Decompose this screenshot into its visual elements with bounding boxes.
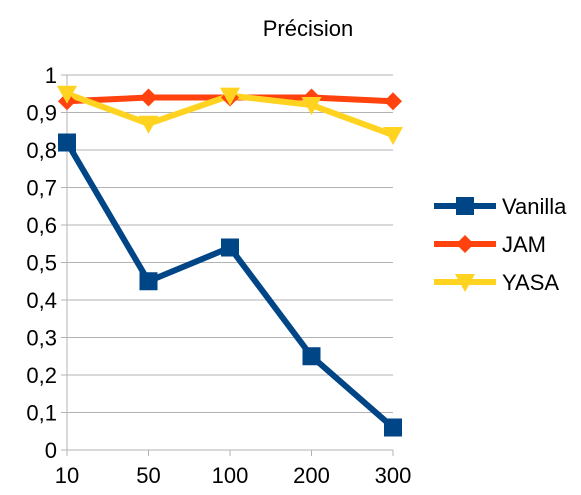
x-tick-label: 300 xyxy=(375,463,412,488)
data-point-yasa xyxy=(301,97,322,115)
y-tick-label: 0 xyxy=(45,438,57,463)
data-point-yasa xyxy=(220,87,240,106)
data-point-vanilla xyxy=(302,347,321,366)
y-tick-label: 0,1 xyxy=(26,401,57,426)
x-tick-label: 50 xyxy=(136,463,160,488)
y-tick-label: 1 xyxy=(45,63,57,88)
data-point-yasa xyxy=(138,115,159,134)
y-tick-label: 0,6 xyxy=(26,213,57,238)
x-tick-labels: 10 50 100 200 300 xyxy=(55,463,412,488)
y-tick-label: 0,4 xyxy=(26,288,57,313)
y-tick-label: 0,3 xyxy=(26,326,57,351)
data-point-yasa xyxy=(383,127,403,145)
legend-label-yasa: YASA xyxy=(502,270,559,295)
series-lines xyxy=(64,90,395,430)
x-tick-label: 100 xyxy=(212,463,249,488)
y-tick-label: 0,5 xyxy=(26,251,57,276)
y-tick-label: 0,7 xyxy=(26,176,57,201)
y-tick-label: 0,8 xyxy=(26,138,57,163)
series-line-vanilla xyxy=(64,140,395,430)
data-point-yasa xyxy=(57,85,77,104)
y-tick-label: 0,9 xyxy=(26,101,57,126)
data-point-jam xyxy=(384,92,402,111)
data-point-jam xyxy=(139,88,158,107)
legend-label-vanilla: Vanilla xyxy=(502,194,567,219)
legend-marker-vanilla xyxy=(456,197,474,215)
series-markers xyxy=(57,85,403,437)
data-point-vanilla xyxy=(139,272,158,291)
legend-marker-jam xyxy=(456,235,474,253)
y-tick-label: 0,2 xyxy=(26,363,57,388)
grid xyxy=(67,74,393,413)
axes xyxy=(61,74,394,456)
x-tick-label: 200 xyxy=(293,463,330,488)
data-point-vanilla xyxy=(58,133,76,152)
data-point-vanilla xyxy=(221,238,239,257)
legend-label-jam: JAM xyxy=(502,232,546,257)
legend: Vanilla JAM YASA xyxy=(434,194,567,295)
x-tick-label: 10 xyxy=(55,463,79,488)
y-tick-labels: 0 0,1 0,2 0,3 0,4 0,5 0,6 0,7 0,8 0,9 1 xyxy=(26,63,57,463)
chart-title: Précision xyxy=(263,16,353,41)
legend-marker-yasa xyxy=(455,274,475,292)
data-point-vanilla xyxy=(384,418,402,437)
